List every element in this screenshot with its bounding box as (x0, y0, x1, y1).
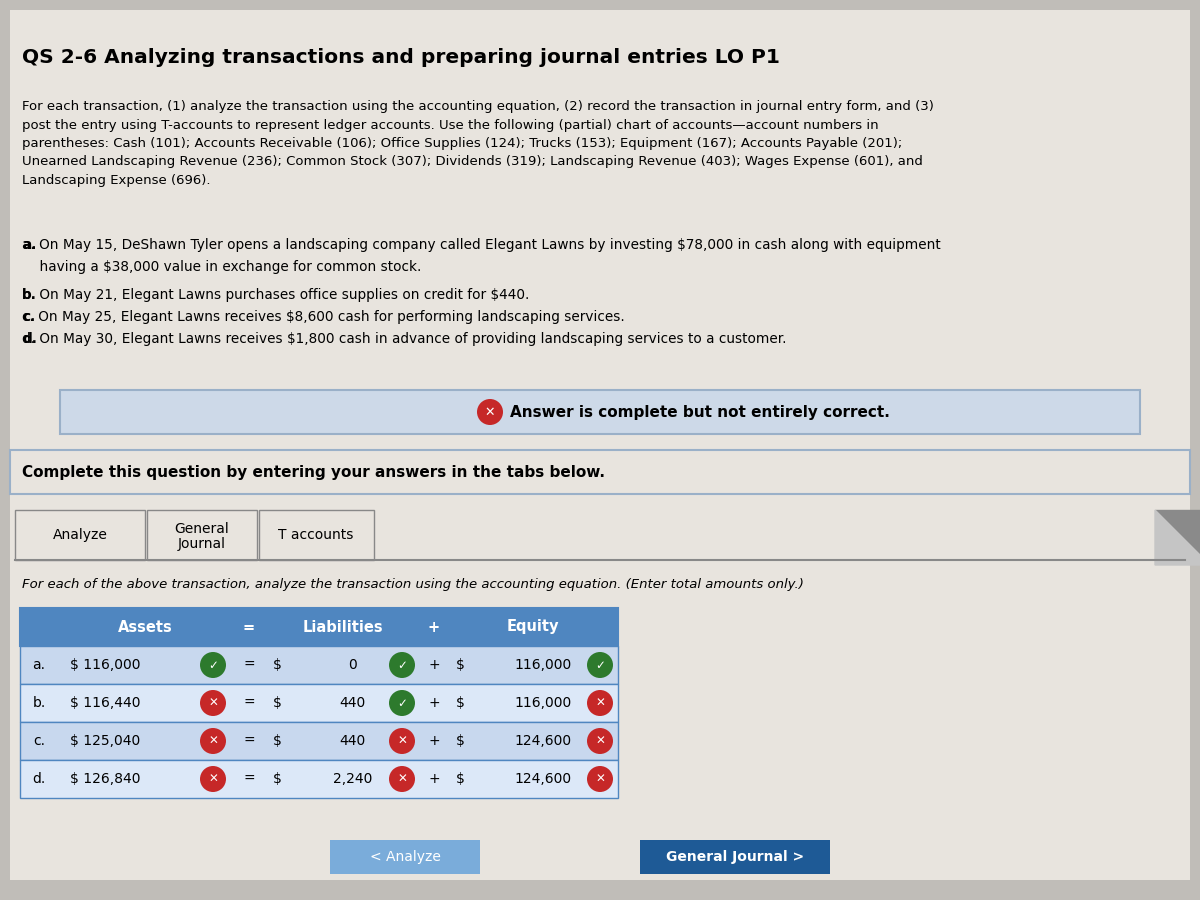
Polygon shape (1154, 510, 1200, 565)
Text: ✕: ✕ (208, 697, 218, 709)
Text: $: $ (456, 696, 464, 710)
Text: a. On May 15, DeShawn Tyler opens a landscaping company called Elegant Lawns by : a. On May 15, DeShawn Tyler opens a land… (22, 238, 941, 252)
Text: ✕: ✕ (595, 697, 605, 709)
Text: 440: 440 (340, 696, 366, 710)
Circle shape (389, 728, 415, 754)
Circle shape (478, 399, 503, 425)
Circle shape (587, 766, 613, 792)
Text: =: = (244, 658, 254, 672)
Text: ✕: ✕ (485, 406, 496, 419)
Text: =: = (242, 619, 256, 634)
Text: Equity: Equity (506, 619, 559, 634)
Text: d. On May 30, Elegant Lawns receives $1,800 cash in advance of providing landsca: d. On May 30, Elegant Lawns receives $1,… (22, 332, 786, 346)
Text: General: General (175, 522, 229, 536)
Text: $: $ (274, 734, 282, 748)
Circle shape (587, 728, 613, 754)
Text: c. On May 25, Elegant Lawns receives $8,600 cash for performing landscaping serv: c. On May 25, Elegant Lawns receives $8,… (22, 310, 625, 324)
Text: 2,240: 2,240 (332, 772, 372, 786)
Text: d.: d. (32, 772, 46, 786)
Text: $: $ (274, 658, 282, 672)
Text: +: + (428, 734, 440, 748)
Bar (20, 722, 618, 760)
Circle shape (389, 690, 415, 716)
Text: $: $ (456, 734, 464, 748)
Text: < Analyze: < Analyze (370, 850, 440, 864)
Bar (148, 510, 257, 560)
Bar (259, 510, 374, 560)
Bar (20, 760, 618, 798)
Text: T accounts: T accounts (278, 528, 354, 542)
Text: Liabilities: Liabilities (302, 619, 383, 634)
Bar (60, 390, 1140, 434)
Text: $ 116,000: $ 116,000 (70, 658, 140, 672)
Text: a.: a. (22, 238, 36, 252)
Bar (20, 646, 618, 684)
Text: 116,000: 116,000 (515, 696, 571, 710)
Text: ✕: ✕ (208, 734, 218, 748)
Text: b. On May 21, Elegant Lawns purchases office supplies on credit for $440.: b. On May 21, Elegant Lawns purchases of… (22, 288, 529, 302)
Circle shape (389, 652, 415, 678)
Text: 0: 0 (348, 658, 356, 672)
Text: =: = (244, 772, 254, 786)
Circle shape (389, 766, 415, 792)
Text: ✕: ✕ (208, 772, 218, 786)
Text: 124,600: 124,600 (515, 734, 571, 748)
Bar (20, 684, 618, 722)
Text: ✕: ✕ (397, 772, 407, 786)
Text: d.: d. (22, 332, 37, 346)
Text: ✓: ✓ (595, 659, 605, 671)
Bar (640, 840, 830, 874)
Circle shape (200, 766, 226, 792)
Text: +: + (428, 772, 440, 786)
Text: $: $ (274, 772, 282, 786)
Bar (330, 840, 480, 874)
Text: ✓: ✓ (397, 697, 407, 709)
Bar (14, 510, 145, 560)
Text: =: = (244, 696, 254, 710)
Text: c.: c. (34, 734, 46, 748)
Circle shape (200, 652, 226, 678)
Text: $ 126,840: $ 126,840 (70, 772, 140, 786)
Text: Assets: Assets (118, 619, 173, 634)
Circle shape (587, 690, 613, 716)
Text: QS 2-6 Analyzing transactions and preparing journal entries LO P1: QS 2-6 Analyzing transactions and prepar… (22, 48, 780, 67)
Text: +: + (428, 658, 440, 672)
Circle shape (200, 728, 226, 754)
Text: $: $ (274, 696, 282, 710)
Text: $: $ (456, 772, 464, 786)
Text: Journal: Journal (178, 537, 226, 551)
Text: Analyze: Analyze (53, 528, 108, 542)
Circle shape (200, 690, 226, 716)
Text: $: $ (456, 658, 464, 672)
Text: b.: b. (32, 696, 46, 710)
Text: ✓: ✓ (397, 659, 407, 671)
Text: $ 125,040: $ 125,040 (70, 734, 140, 748)
Text: +: + (428, 696, 440, 710)
Text: c.: c. (22, 310, 35, 324)
Text: ✓: ✓ (208, 659, 218, 671)
Text: Answer is complete but not entirely correct.: Answer is complete but not entirely corr… (510, 404, 890, 419)
Text: Complete this question by entering your answers in the tabs below.: Complete this question by entering your … (22, 464, 605, 480)
Text: For each transaction, (1) analyze the transaction using the accounting equation,: For each transaction, (1) analyze the tr… (22, 100, 934, 187)
Text: b.: b. (22, 288, 37, 302)
Bar (20, 608, 618, 646)
Text: 116,000: 116,000 (515, 658, 571, 672)
Text: having a $38,000 value in exchange for common stock.: having a $38,000 value in exchange for c… (22, 260, 421, 274)
Circle shape (587, 652, 613, 678)
Text: =: = (244, 734, 254, 748)
Text: a.: a. (32, 658, 46, 672)
Text: ✕: ✕ (397, 734, 407, 748)
Text: ✕: ✕ (595, 734, 605, 748)
Bar (10, 450, 1190, 494)
Text: 124,600: 124,600 (515, 772, 571, 786)
Text: +: + (428, 619, 440, 634)
Text: General Journal >: General Journal > (666, 850, 804, 864)
Text: 440: 440 (340, 734, 366, 748)
Text: $ 116,440: $ 116,440 (70, 696, 140, 710)
Text: ✕: ✕ (595, 772, 605, 786)
Polygon shape (1154, 510, 1200, 565)
Text: For each of the above transaction, analyze the transaction using the accounting : For each of the above transaction, analy… (22, 578, 804, 591)
